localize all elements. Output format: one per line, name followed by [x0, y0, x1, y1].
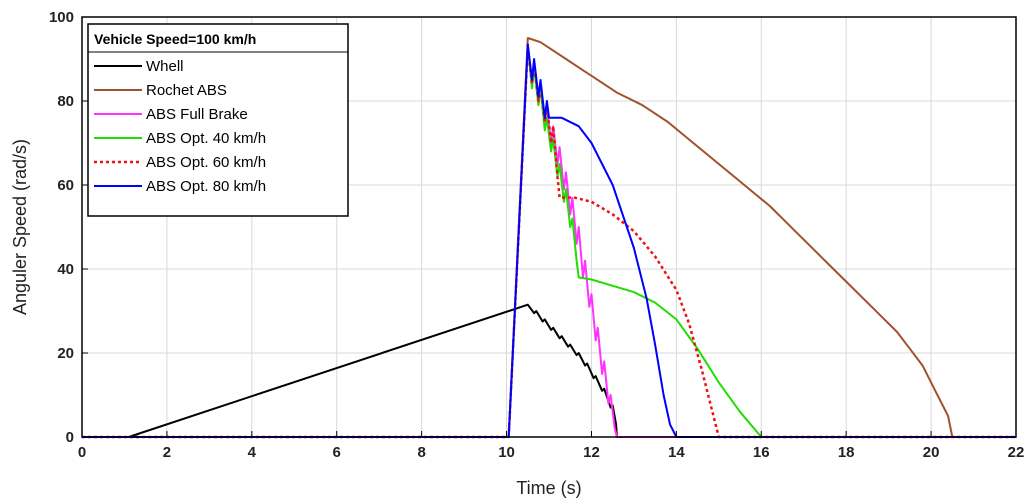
- y-axis-title: Anguler Speed (rad/s): [10, 139, 30, 315]
- legend-label-2: Rochet ABS: [146, 82, 227, 99]
- legend-label-5: ABS Opt. 60 km/h: [146, 154, 266, 171]
- series-line-5: [82, 45, 1016, 439]
- x-tick-label: 18: [838, 444, 855, 461]
- x-tick-label: 2: [163, 444, 171, 461]
- legend-label-1: Whell: [146, 58, 184, 75]
- x-tick-label: 20: [923, 444, 940, 461]
- axis-ticks: 0 2 4 6 8 10 12 14 16 18 20 22 0 20 40 60 80 100: [49, 9, 1024, 461]
- legend: Vehicle Speed=100 km/h Whell Rochet ABS AB…: [87, 23, 349, 217]
- y-tick-label: 100: [49, 9, 74, 26]
- x-tick-label: 16: [753, 444, 770, 461]
- x-axis-title: Time (s): [516, 478, 581, 498]
- plot-area-frame: [81, 16, 1017, 438]
- y-tick-label: 0: [66, 429, 74, 446]
- legend-label-6: ABS Opt. 80 km/h: [146, 178, 266, 195]
- x-tick-label: 14: [668, 444, 685, 461]
- y-tick-label: 60: [57, 177, 74, 194]
- series-line-2: [82, 37, 1016, 438]
- legend-title: Vehicle Speed=100 km/h: [94, 31, 256, 47]
- x-tick-label: 4: [248, 444, 257, 461]
- x-tick-label: 10: [498, 444, 515, 461]
- x-tick-label: 0: [78, 444, 86, 461]
- legend-box: [87, 23, 349, 217]
- x-tick-label: 22: [1008, 444, 1025, 461]
- y-tick-label: 80: [57, 93, 74, 110]
- x-tick-label: 12: [583, 444, 600, 461]
- y-tick-label: 40: [57, 261, 74, 278]
- x-tick-label: 6: [333, 444, 341, 461]
- y-tick-label: 20: [57, 345, 74, 362]
- series-line-1: [82, 303, 1016, 438]
- legend-label-4: ABS Opt. 40 km/h: [146, 130, 266, 147]
- x-tick-label: 8: [417, 444, 425, 461]
- series-lines: [82, 37, 1016, 439]
- legend-label-3: ABS Full Brake: [146, 106, 248, 123]
- series-line-6: [82, 43, 1016, 438]
